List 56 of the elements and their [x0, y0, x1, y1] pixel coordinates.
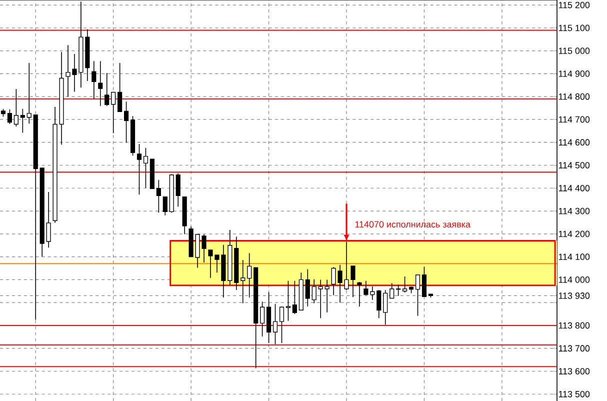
candlestick: [364, 280, 368, 296]
candlestick: [14, 88, 18, 127]
candlestick: [136, 144, 142, 195]
y-tick-label: 114 700: [558, 116, 590, 123]
y-tick-label: 114 800: [558, 93, 590, 100]
candlestick: [240, 260, 246, 304]
candlestick: [104, 72, 110, 106]
candlestick: [247, 252, 252, 298]
y-tick-label: 114 900: [558, 70, 590, 77]
candlestick: [260, 301, 265, 337]
y-tick-label: 115 200: [558, 2, 590, 8]
candlestick: [143, 147, 148, 188]
candlestick: [286, 280, 291, 322]
candlestick: [26, 62, 32, 124]
candlestick: [118, 62, 122, 112]
y-tick-label: 113 700: [558, 345, 590, 352]
candlestick: [383, 290, 388, 326]
candlestick: [390, 282, 394, 299]
candlestick: [7, 109, 12, 124]
y-tick-label: 115 000: [558, 48, 590, 54]
y-tick-label: 114 000: [558, 276, 590, 283]
candlestick: [111, 92, 116, 134]
candlestick: [279, 306, 284, 344]
candlestick: [357, 282, 362, 307]
y-tick-label: 114 600: [558, 139, 590, 146]
y-tick-label: 115 100: [558, 24, 590, 32]
candlestick: [415, 274, 420, 316]
candlestick: [156, 180, 161, 214]
candlestick: [312, 278, 316, 304]
candlestick: [305, 268, 310, 307]
y-tick-label: 113 930: [558, 292, 590, 299]
candlestick: [396, 284, 401, 296]
candlestick: [98, 60, 103, 106]
y-tick-label: 113 500: [558, 390, 590, 398]
candlestick: [292, 280, 297, 314]
candlestick: [46, 192, 51, 248]
candlestick: [124, 101, 129, 143]
y-tick-label: 114 400: [558, 184, 590, 192]
y-tick-label: 114 500: [558, 162, 590, 168]
annotation: 114070 исполнилась заявка: [355, 221, 470, 228]
candlestick: [176, 172, 180, 208]
candlestick: [376, 290, 382, 319]
candlestick: [324, 279, 330, 313]
y-tick-label: 114 300: [558, 208, 590, 214]
candlestick: [162, 196, 168, 216]
y-tick-label: 114 200: [558, 230, 590, 238]
candlestick: [272, 304, 278, 345]
candlestick: [20, 108, 25, 134]
candlestick: [402, 276, 408, 293]
y-tick-label: 113 800: [558, 322, 590, 329]
candlestick: [422, 266, 427, 298]
candlestick: [370, 286, 375, 300]
y-tick-label: 114 100: [558, 254, 590, 260]
candlestick: [92, 60, 96, 100]
y-tick-label: 113 600: [558, 368, 590, 374]
candlestick: [318, 279, 323, 319]
